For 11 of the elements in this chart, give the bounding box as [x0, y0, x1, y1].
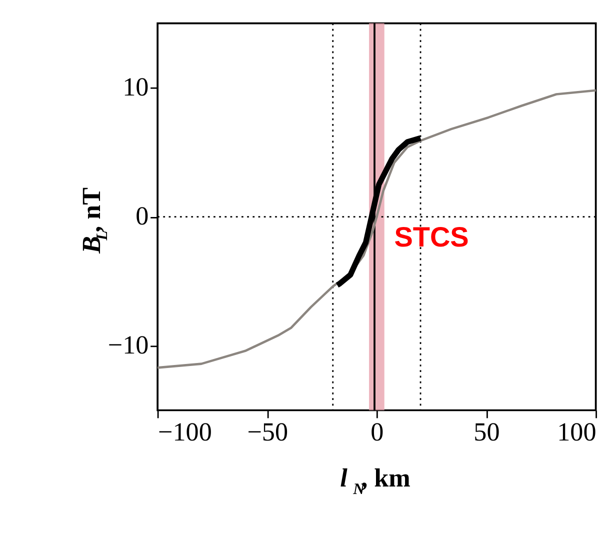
- x-tick-label: 0: [370, 418, 384, 447]
- y-tick-label: 10: [122, 72, 149, 102]
- x-tick-label: 50: [474, 418, 500, 447]
- y-axis-title: BL, nT: [76, 186, 112, 254]
- annotation: STCS: [394, 221, 469, 252]
- x-tick-label: −100: [158, 418, 212, 447]
- y-tick-label: 0: [136, 202, 149, 231]
- x-tick-label: −50: [247, 418, 288, 447]
- x-tick-label: 100: [557, 418, 596, 447]
- line-series: [156, 89, 597, 369]
- y-tick-label: −10: [108, 330, 149, 360]
